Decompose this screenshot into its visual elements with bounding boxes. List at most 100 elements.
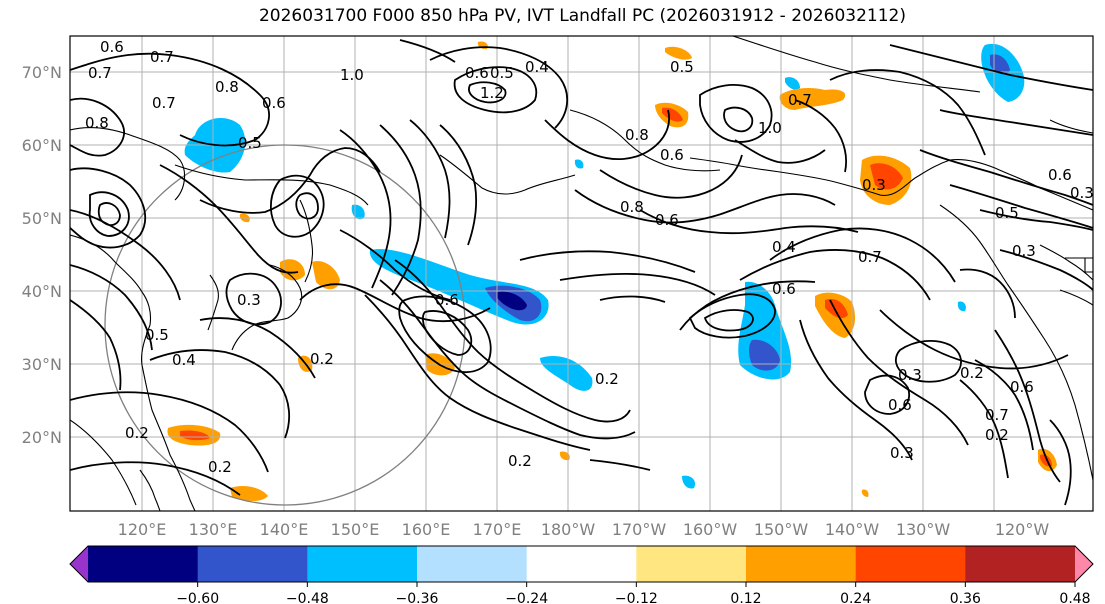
pv-negative-region [957,301,966,312]
pv-positive-region [230,485,268,501]
contour-label: 0.6 [1010,378,1034,396]
lat-label-70n: 70°N [22,63,62,82]
colorbar-tick-label: 0.36 [950,591,981,604]
lat-label-50n: 50°N [22,209,62,228]
lon-label-120w: 120°W [995,520,1050,539]
contour-label: 0.6 [660,146,684,164]
contour-label: 0.8 [620,198,644,216]
colorbar-tick-label: 0.48 [1059,591,1090,604]
contour-label: 0.6 [262,94,286,112]
lon-label-160e: 160°E [402,520,451,539]
lon-label-140w: 140°W [825,520,880,539]
contour-label: 0.7 [152,94,176,112]
contour-label: 0.5 [145,326,169,344]
pv-positive-region [665,46,692,60]
pv-contours [70,39,1093,506]
pv-positive-region [559,451,570,461]
longitude-labels: 120°E 130°E 140°E 150°E 160°E 170°E 180°… [118,520,1050,539]
contour-label: 0.7 [150,48,174,66]
contour-label: 0.3 [898,366,922,384]
contour-label: 0.6 [655,211,679,229]
contour-label: 0.7 [985,406,1009,424]
colorbar-tick-label: 0.24 [840,591,871,604]
pv-negative-region [785,77,800,90]
contour-label: 0.4 [525,58,549,76]
colorbar-swatch [197,546,308,582]
pv-positive-region [180,430,210,441]
pv-positive-region [825,298,848,319]
contour-label: 0.6 [465,64,489,82]
pv-negative-region [682,475,696,489]
pv-negative-region [540,356,593,391]
pv-positive-region [779,87,846,110]
lon-label-150e: 150°E [331,520,380,539]
contour-label: 0.2 [208,458,232,476]
colorbar-swatch [965,546,1076,582]
contour-label: 0.3 [862,176,886,194]
lon-label-120e: 120°E [118,520,167,539]
contour-label: 0.7 [88,64,112,82]
contour-label: 0.8 [85,114,109,132]
contour-label: 0.5 [670,58,694,76]
contour-label: 0.6 [888,396,912,414]
contour-label: 0.2 [125,424,149,442]
colorbar-tick-label: −0.36 [396,591,439,604]
plot-area [70,36,1093,511]
contour-label: 0.3 [1012,242,1036,260]
pv-negative-region [990,54,1010,75]
pv-positive-region [312,260,340,290]
contour-label: 0.6 [1048,166,1072,184]
contour-labels: 0.6 0.7 0.7 0.8 0.7 0.8 0.6 0.5 1.0 0.4 … [85,38,1094,476]
lon-label-160w: 160°W [683,520,738,539]
contour-label: 0.6 [772,280,796,298]
latitude-labels: 70°N 60°N 50°N 40°N 30°N 20°N [22,63,62,447]
contour-label: 0.6 [435,291,459,309]
contour-label: 1.0 [758,119,782,137]
contour-label: 1.2 [480,84,504,102]
plot-border [69,35,1094,512]
pv-positive-region [870,163,903,190]
colorbar: −0.60 −0.48 −0.36 −0.24 −0.12 0.12 0.24 0.36 0.4… [69,545,1094,604]
pv-negative-region [496,291,527,311]
contour-label: 0.6 [100,38,124,56]
lon-label-130w: 130°W [896,520,951,539]
lat-label-20n: 20°N [22,428,62,447]
lat-label-30n: 30°N [22,355,62,374]
contour-label: 1.0 [340,66,364,84]
contour-label: 0.5 [995,204,1019,222]
contour-label: 0.8 [625,126,649,144]
contour-label: 0.3 [1070,184,1094,202]
contour-label: 0.2 [985,426,1009,444]
contour-label: 0.4 [772,238,796,256]
colorbar-swatch [417,546,528,582]
contour-label: 0.2 [595,370,619,388]
contour-label: 0.2 [310,350,334,368]
contour-label: 0.2 [508,452,532,470]
lon-label-170e: 170°E [473,520,522,539]
lon-label-130e: 130°E [189,520,238,539]
pv-positive-region [280,259,305,281]
pv-positive-region [861,489,869,497]
colorbar-swatch [636,546,747,582]
colorbar-swatch [746,546,857,582]
colorbar-swatch [855,546,966,582]
pv-positive-region [662,107,683,122]
contour-label: 0.3 [237,291,261,309]
contour-label: 0.5 [490,64,514,82]
colorbar-extension-max [1075,546,1093,582]
colorbar-outline [69,545,1094,583]
lon-label-170w: 170°W [612,520,667,539]
colorbar-tick-label: −0.24 [505,591,548,604]
colorbar-tick-label: 0.12 [730,591,761,604]
pv-negative-region [574,159,584,169]
colorbar-swatch [526,546,637,582]
colorbar-extension-min [70,546,88,582]
lat-label-40n: 40°N [22,282,62,301]
contour-label: 0.7 [858,248,882,266]
colorbar-tick-label: −0.60 [176,591,219,604]
contour-label: 0.7 [788,91,812,109]
colorbar-tick-label: −0.48 [286,591,329,604]
lon-label-180w: 180°W [541,520,596,539]
contour-label: 0.2 [960,364,984,382]
